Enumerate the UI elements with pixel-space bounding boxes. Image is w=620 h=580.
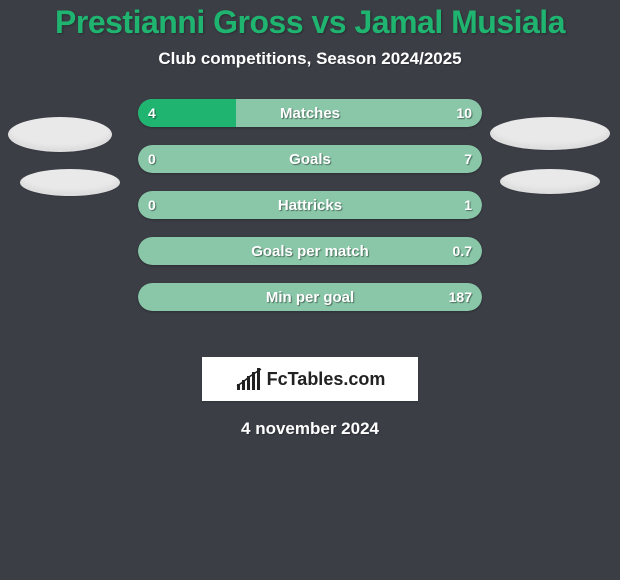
page-title: Prestianni Gross vs Jamal Musiala — [0, 4, 620, 41]
date-text: 4 november 2024 — [0, 419, 620, 439]
bars-logo-icon — [235, 368, 263, 390]
chart-area: Matches410Goals07Hattricks01Goals per ma… — [0, 99, 620, 339]
bar-right-value: 1 — [464, 191, 472, 219]
brand-badge[interactable]: FcTables.com — [202, 357, 418, 401]
bar-left-value: 0 — [148, 145, 156, 173]
comparison-bars: Matches410Goals07Hattricks01Goals per ma… — [138, 99, 482, 329]
bar-label: Min per goal — [138, 283, 482, 311]
bar-right-value: 0.7 — [453, 237, 472, 265]
bar-label: Goals per match — [138, 237, 482, 265]
bar-left-value: 4 — [148, 99, 156, 127]
bar-label: Goals — [138, 145, 482, 173]
avatar-player2-small — [500, 169, 600, 194]
bar-row: Goals0 7 — [138, 145, 482, 173]
brand-text: FcTables.com — [267, 369, 386, 390]
bar-right-value: 7 — [464, 145, 472, 173]
bar-row: Min per goal187 — [138, 283, 482, 311]
bar-left-value: 0 — [148, 191, 156, 219]
avatar-player2-large — [490, 117, 610, 150]
avatar-player1-small — [20, 169, 120, 196]
avatar-player1-large — [8, 117, 112, 152]
bar-row: Goals per match0.7 — [138, 237, 482, 265]
bar-label: Hattricks — [138, 191, 482, 219]
bar-right-value: 10 — [456, 99, 472, 127]
bar-label: Matches — [138, 99, 482, 127]
subtitle: Club competitions, Season 2024/2025 — [0, 49, 620, 69]
bar-row: Matches4 10 — [138, 99, 482, 127]
bar-right-value: 187 — [449, 283, 472, 311]
bar-row: Hattricks0 1 — [138, 191, 482, 219]
comparison-card: Prestianni Gross vs Jamal Musiala Club c… — [0, 0, 620, 580]
